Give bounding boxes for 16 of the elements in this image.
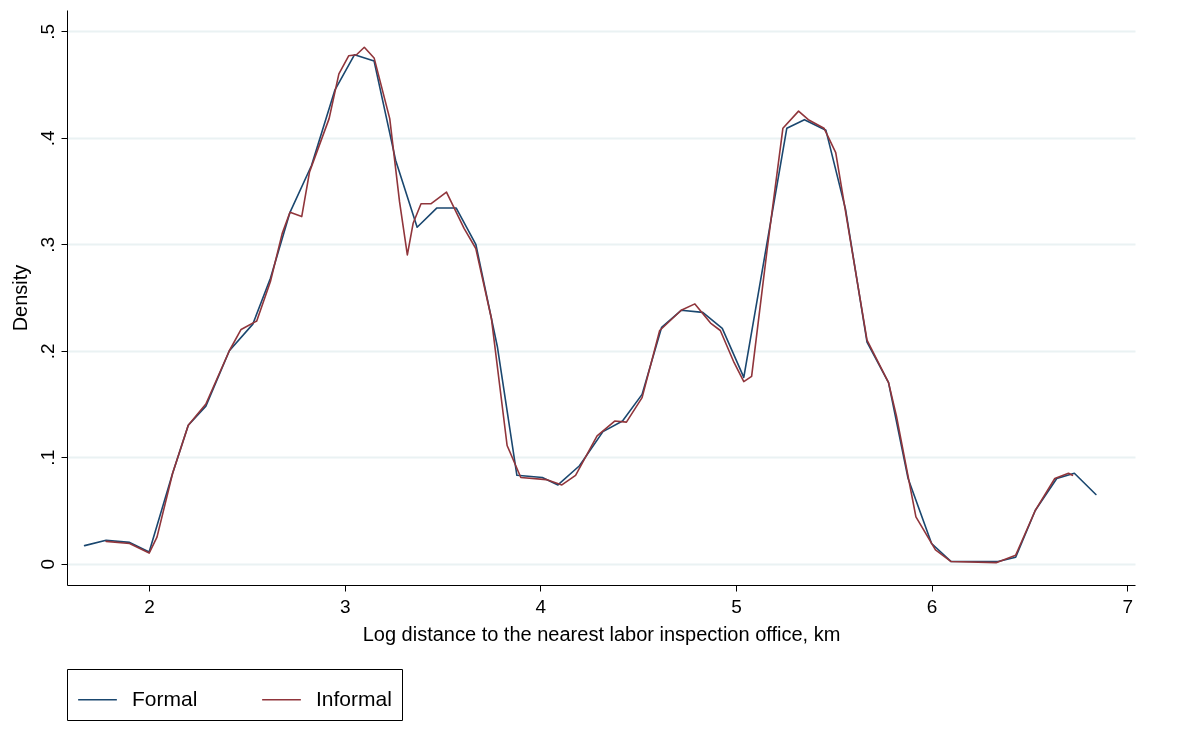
legend-label: Formal xyxy=(132,686,198,710)
y-tick-label: .2 xyxy=(36,343,58,360)
x-tick-label: 3 xyxy=(339,595,351,617)
x-tick-label: 2 xyxy=(144,595,155,617)
x-axis-title: Log distance to the nearest labor inspection office, km xyxy=(362,622,841,645)
x-tick-label: 4 xyxy=(535,595,547,617)
x-tick-label: 5 xyxy=(731,595,742,617)
y-tick-label: .4 xyxy=(36,129,58,147)
legend-label: Informal xyxy=(316,686,392,710)
y-axis-title: Density xyxy=(8,264,31,332)
y-tick-label: 0 xyxy=(36,558,58,570)
y-tick-label: .1 xyxy=(36,449,58,466)
x-tick-label: 7 xyxy=(1122,595,1133,617)
y-tick-label: .5 xyxy=(36,23,58,40)
x-tick-label: 6 xyxy=(926,595,938,617)
y-tick-label: .3 xyxy=(36,236,58,253)
